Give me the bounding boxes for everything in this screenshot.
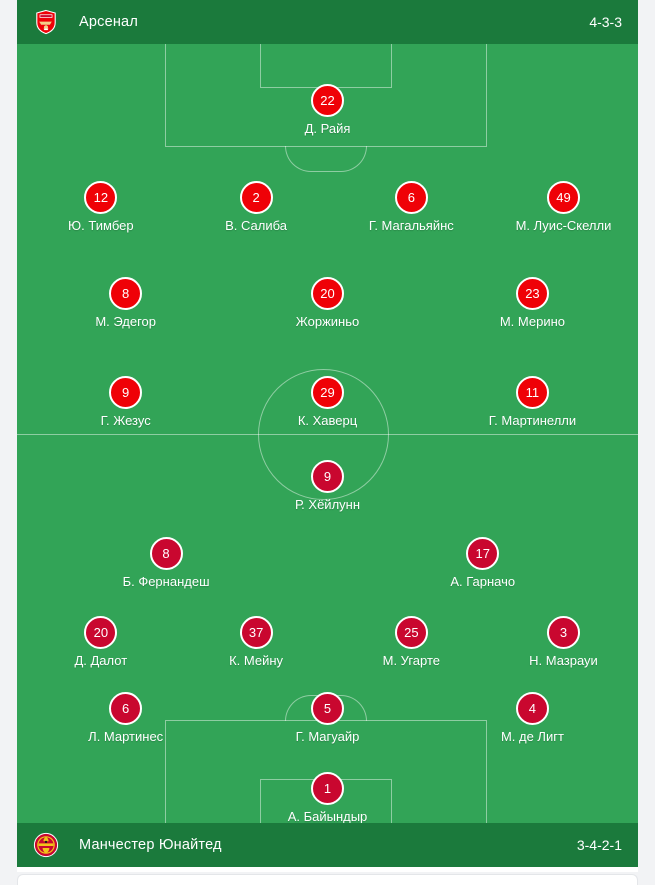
player-name: Л. Мартинес	[88, 729, 164, 744]
player-name: Г. Мартинелли	[488, 413, 577, 428]
player-away-2[interactable]: 17 А. Гарначо	[423, 537, 543, 590]
player-number-badge: 25	[394, 616, 428, 649]
player-number-badge: 2	[239, 181, 273, 214]
player-name: М. Эдегор	[95, 314, 157, 329]
player-away-0[interactable]: 9 Р. Хёйлунн	[268, 460, 388, 513]
player-number-badge: 8	[109, 277, 143, 310]
player-home-5[interactable]: 8 М. Эдегор	[66, 277, 186, 330]
player-number-badge: 11	[515, 376, 549, 409]
player-number-badge: 3	[546, 616, 580, 649]
player-name: Н. Мазрауи	[529, 653, 598, 668]
arsenal-crest-icon	[36, 9, 56, 35]
away-team-formation: 3-4-2-1	[576, 837, 622, 853]
player-number-badge: 1	[311, 772, 344, 805]
player-name: К. Мейну	[229, 653, 284, 668]
manchester-united-crest-icon	[33, 832, 59, 858]
player-home-6[interactable]: 20 Жоржиньо	[268, 277, 388, 330]
pitch: 22 Д. Райя 12 Ю. Тимбер 2 В. Салиба 6 Г. Магаль…	[17, 44, 638, 823]
player-name: Жоржиньо	[295, 314, 360, 329]
player-home-4[interactable]: 49 М. Луис-Скелли	[503, 181, 623, 234]
player-number-badge: 23	[515, 277, 549, 310]
player-number-badge: 12	[84, 181, 118, 214]
player-home-2[interactable]: 2 В. Салиба	[196, 181, 316, 234]
player-name: Д. Далот	[74, 653, 128, 668]
player-name: М. Мерино	[499, 314, 565, 329]
player-name: Г. Магуайр	[295, 729, 360, 744]
player-name: М. де Лигт	[500, 729, 564, 744]
player-away-5[interactable]: 25 М. Угарте	[351, 616, 471, 669]
penalty-arc-top	[285, 146, 367, 172]
player-home-9[interactable]: 29 К. Хаверц	[268, 376, 388, 429]
player-number-badge: 17	[466, 537, 500, 570]
player-away-1[interactable]: 8 Б. Фернандеш	[106, 537, 226, 590]
player-away-4[interactable]: 37 К. Мейну	[196, 616, 316, 669]
player-away-10[interactable]: 1 А. Байындыр	[268, 772, 388, 823]
player-number-badge: 20	[311, 277, 344, 310]
player-home-0[interactable]: 22 Д. Райя	[268, 84, 388, 137]
player-name: А. Гарначо	[450, 574, 516, 589]
goal-area-top	[260, 44, 392, 88]
away-team-name: Манчестер Юнайтед	[79, 837, 222, 853]
player-number-badge: 6	[109, 692, 143, 725]
player-name: Б. Фернандеш	[122, 574, 210, 589]
home-team-formation: 4-3-3	[589, 14, 622, 30]
player-number-badge: 5	[311, 692, 344, 725]
player-name: М. Угарте	[382, 653, 441, 668]
lineup-card: Арсенал 4-3-3 22 Д. Райя 12 Ю. Тимбер 2 В. Са…	[17, 0, 638, 872]
player-home-10[interactable]: 11 Г. Мартинелли	[472, 376, 592, 429]
player-home-1[interactable]: 12 Ю. Тимбер	[41, 181, 161, 234]
player-number-badge: 29	[311, 376, 344, 409]
player-name: А. Байындыр	[287, 809, 368, 823]
player-name: Г. Жезус	[100, 413, 151, 428]
player-number-badge: 4	[515, 692, 549, 725]
player-number-badge: 6	[394, 181, 428, 214]
player-number-badge: 9	[109, 376, 143, 409]
player-away-8[interactable]: 5 Г. Магуайр	[268, 692, 388, 745]
player-away-6[interactable]: 3 Н. Мазрауи	[503, 616, 623, 669]
home-team-name: Арсенал	[79, 14, 138, 30]
player-number-badge: 22	[311, 84, 344, 117]
player-name: Г. Магальяйнс	[368, 218, 454, 233]
player-number-badge: 37	[239, 616, 273, 649]
home-team-header[interactable]: Арсенал 4-3-3	[17, 0, 638, 44]
player-name: Ю. Тимбер	[68, 218, 134, 233]
player-name: Р. Хёйлунн	[294, 497, 361, 512]
player-name: К. Хаверц	[297, 413, 358, 428]
player-home-7[interactable]: 23 М. Мерино	[472, 277, 592, 330]
away-team-header[interactable]: Манчестер Юнайтед 3-4-2-1	[17, 823, 638, 867]
next-section-edge	[17, 874, 638, 885]
player-name: Д. Райя	[304, 121, 351, 136]
player-away-7[interactable]: 6 Л. Мартинес	[66, 692, 186, 745]
player-away-3[interactable]: 20 Д. Далот	[41, 616, 161, 669]
player-number-badge: 20	[84, 616, 118, 649]
player-name: В. Салиба	[225, 218, 288, 233]
player-number-badge: 9	[311, 460, 344, 493]
player-home-3[interactable]: 6 Г. Магальяйнс	[351, 181, 471, 234]
player-number-badge: 49	[546, 181, 580, 214]
center-circle	[258, 369, 389, 500]
player-home-8[interactable]: 9 Г. Жезус	[66, 376, 186, 429]
player-away-9[interactable]: 4 М. де Лигт	[472, 692, 592, 745]
player-number-badge: 8	[149, 537, 183, 570]
player-name: М. Луис-Скелли	[515, 218, 612, 233]
